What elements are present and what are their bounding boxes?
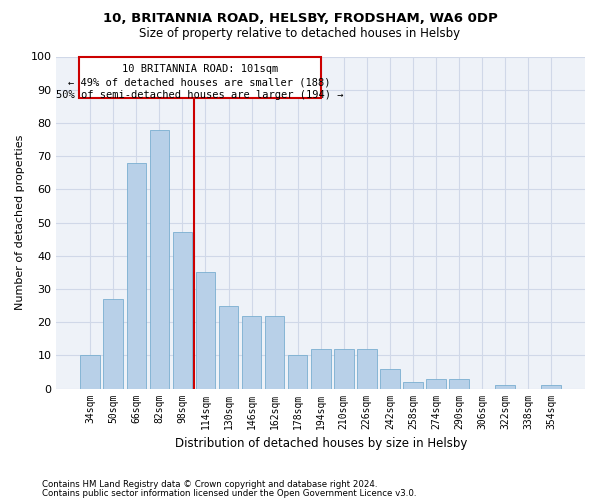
Bar	[449, 378, 469, 388]
Bar	[219, 306, 238, 388]
Bar	[79, 56, 321, 98]
Bar	[288, 356, 307, 388]
Text: 10, BRITANNIA ROAD, HELSBY, FRODSHAM, WA6 0DP: 10, BRITANNIA ROAD, HELSBY, FRODSHAM, WA…	[103, 12, 497, 26]
Text: 10 BRITANNIA ROAD: 101sqm: 10 BRITANNIA ROAD: 101sqm	[122, 64, 278, 74]
Y-axis label: Number of detached properties: Number of detached properties	[15, 135, 25, 310]
Bar	[127, 163, 146, 388]
Bar	[265, 316, 284, 388]
Text: 50% of semi-detached houses are larger (194) →: 50% of semi-detached houses are larger (…	[56, 90, 343, 101]
Bar	[242, 316, 262, 388]
Bar	[403, 382, 422, 388]
Bar	[173, 232, 192, 388]
Bar	[541, 385, 561, 388]
Text: Size of property relative to detached houses in Helsby: Size of property relative to detached ho…	[139, 28, 461, 40]
X-axis label: Distribution of detached houses by size in Helsby: Distribution of detached houses by size …	[175, 437, 467, 450]
Bar	[149, 130, 169, 388]
Bar	[357, 348, 377, 389]
Text: Contains HM Land Registry data © Crown copyright and database right 2024.: Contains HM Land Registry data © Crown c…	[42, 480, 377, 489]
Bar	[426, 378, 446, 388]
Bar	[380, 368, 400, 388]
Bar	[196, 272, 215, 388]
Bar	[80, 356, 100, 388]
Bar	[311, 348, 331, 389]
Text: ← 49% of detached houses are smaller (188): ← 49% of detached houses are smaller (18…	[68, 77, 331, 87]
Text: Contains public sector information licensed under the Open Government Licence v3: Contains public sector information licen…	[42, 489, 416, 498]
Bar	[103, 299, 123, 388]
Bar	[495, 385, 515, 388]
Bar	[334, 348, 353, 389]
